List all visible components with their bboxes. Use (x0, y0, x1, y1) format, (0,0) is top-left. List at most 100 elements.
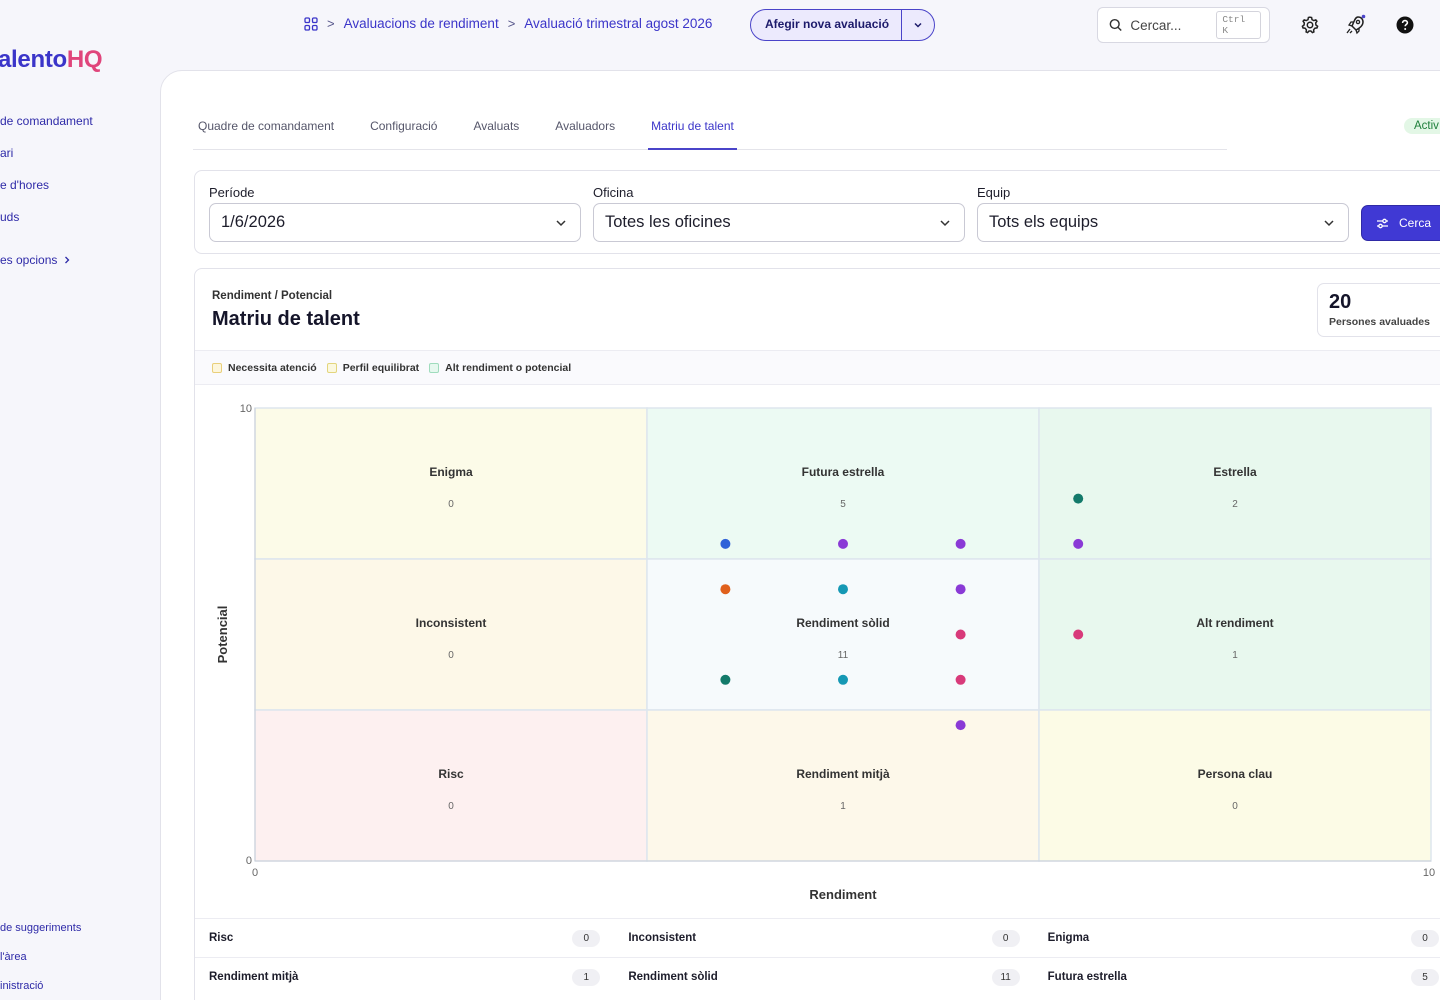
help-button[interactable] (1394, 14, 1416, 36)
employee-point[interactable] (955, 584, 966, 595)
employee-point[interactable] (838, 538, 848, 549)
employee-point[interactable] (838, 674, 848, 685)
office-value: Totes les oficines (605, 213, 731, 231)
settings-button[interactable] (1299, 14, 1321, 36)
sidebar-item-admin-area[interactable]: l'àrea inistració (0, 950, 150, 994)
sliders-icon (1377, 218, 1388, 228)
filter-panel: Període 1/6/2026 Oficina Totes les ofici… (194, 170, 1440, 254)
talent-matrix-chart: Enigma 0 Futura estrella 5 Estrella 2 Inconsis… (215, 403, 1435, 902)
employee-point[interactable] (1073, 629, 1084, 640)
summary-label: Rendiment mitjà (209, 971, 299, 983)
matrix-cell-label: Alt rendiment (1196, 616, 1273, 630)
matrix-legend: Necessita atenció Perfil equilibrat Alt … (195, 350, 1440, 385)
matrix-cell[interactable] (646, 709, 1040, 862)
tab-configuration[interactable]: Configuració (370, 119, 438, 133)
brand-logo[interactable]: alentoHQ (0, 46, 103, 74)
summary-cell[interactable]: Rendiment mitjà 1 (195, 958, 614, 996)
help-icon (1396, 16, 1414, 34)
x-axis-label: Rendiment (809, 887, 877, 902)
add-review-button[interactable]: Afegir nova avaluació (751, 10, 903, 40)
team-select[interactable]: Tots els equips (977, 203, 1349, 242)
tab-talent-matrix[interactable]: Matriu de talent (648, 110, 737, 150)
employee-point[interactable] (720, 584, 731, 595)
apps-grid-icon[interactable] (304, 16, 318, 31)
tab-reviewers[interactable]: Avaluadors (555, 119, 616, 133)
chevron-down-icon (914, 22, 922, 28)
status-badge: Activ (1404, 118, 1440, 134)
summary-cell[interactable]: Inconsistent 0 (614, 919, 1033, 957)
x-tick-label: 10 (1423, 867, 1435, 879)
legend-item: Perfil equilibrat (326, 361, 420, 374)
employee-point[interactable] (955, 720, 966, 731)
employee-point[interactable] (720, 538, 731, 549)
summary-cell[interactable]: Futura estrella 5 (1034, 958, 1440, 996)
summary-cell[interactable]: Enigma 0 (1034, 919, 1440, 957)
matrix-cell-count: 0 (448, 499, 454, 510)
tab-dashboard[interactable]: Quadre de comandament (198, 119, 335, 133)
sidebar-item-requests[interactable]: uds (0, 210, 20, 224)
search-button-label: Cerca (1399, 216, 1432, 230)
search-button[interactable]: Cerca (1361, 205, 1440, 241)
legend-swatch (326, 362, 337, 373)
evaluated-count-card: 20 Persones avaluades (1317, 283, 1440, 337)
chevron-down-icon (556, 219, 566, 226)
evaluated-count: 20 (1329, 291, 1352, 313)
employee-point[interactable] (720, 674, 731, 685)
sidebar-item-more[interactable]: es opcions (0, 251, 150, 283)
employee-point[interactable] (955, 538, 966, 549)
period-select[interactable]: 1/6/2026 (209, 203, 581, 242)
tab-reviewees[interactable]: Avaluats (473, 119, 520, 133)
chevron-right-icon (64, 256, 70, 264)
matrix-cell[interactable] (1038, 407, 1432, 560)
x-tick-label: 0 (252, 867, 258, 879)
sidebar-item-calendar[interactable]: ari (0, 146, 14, 160)
matrix-cell[interactable] (1038, 709, 1432, 862)
matrix-cell[interactable] (1038, 558, 1432, 711)
matrix-cell[interactable] (646, 558, 1040, 711)
matrix-cell[interactable] (254, 407, 648, 560)
employee-point[interactable] (1073, 538, 1084, 549)
global-search: Ctrl K (1097, 7, 1270, 43)
sidebar-item-timesheet[interactable]: e d'hores (0, 178, 49, 192)
sidebar-item-suggestions[interactable]: de suggeriments (0, 922, 82, 934)
summary-cell[interactable]: Rendiment sòlid 11 (614, 958, 1033, 996)
matrix-title: Matriu de talent (212, 308, 360, 330)
sidebar-admin-line2: inistració (0, 980, 44, 992)
matrix-cell[interactable] (254, 558, 648, 711)
matrix-cell-count: 0 (448, 801, 454, 812)
sidebar-item-dashboard[interactable]: de comandament (0, 114, 93, 128)
add-review-dropdown-toggle[interactable] (902, 10, 934, 40)
legend-label: Necessita atenció (228, 361, 317, 374)
employee-point[interactable] (838, 584, 848, 595)
breadcrumb-reviews[interactable]: Avaluacions de rendiment (343, 16, 499, 31)
period-value: 1/6/2026 (221, 213, 286, 231)
legend-swatch (212, 362, 222, 373)
summary-label: Rendiment sòlid (628, 971, 718, 983)
office-label: Oficina (593, 185, 634, 200)
matrix-cell[interactable] (254, 709, 648, 862)
summary-count-badge: 0 (1410, 929, 1439, 947)
matrix-cell-count: 2 (1232, 499, 1238, 510)
breadcrumb-current-review[interactable]: Avaluació trimestral agost 2026 (524, 16, 713, 31)
chevron-down-icon (1324, 219, 1334, 226)
matrix-cell-count: 5 (840, 499, 846, 510)
search-input[interactable] (1130, 17, 1217, 33)
office-filter: Oficina Totes les oficines (593, 185, 965, 242)
matrix-cell-count: 1 (840, 801, 846, 812)
office-select[interactable]: Totes les oficines (593, 203, 965, 242)
employee-point[interactable] (955, 674, 966, 685)
summary-row: Rendiment mitjà 1 Rendiment sòlid 11 Futur… (195, 957, 1440, 996)
matrix-cell-label: Rendiment mitjà (796, 767, 890, 781)
matrix-cell[interactable] (646, 407, 1040, 560)
sidebar-more-label: es opcions (0, 253, 58, 267)
top-bar: > Avaluacions de rendiment > Avaluació t… (0, 0, 1440, 50)
employee-point[interactable] (955, 629, 966, 640)
breadcrumb-separator: > (327, 16, 335, 31)
whats-new-button[interactable] (1344, 14, 1366, 36)
legend-label: Perfil equilibrat (342, 361, 420, 374)
employee-point[interactable] (1073, 493, 1084, 504)
matrix-cell-count: 1 (1232, 650, 1238, 661)
summary-cell[interactable]: Risc 0 (195, 919, 614, 957)
period-label: Període (209, 185, 255, 200)
matrix-cell-label: Inconsistent (416, 616, 487, 630)
